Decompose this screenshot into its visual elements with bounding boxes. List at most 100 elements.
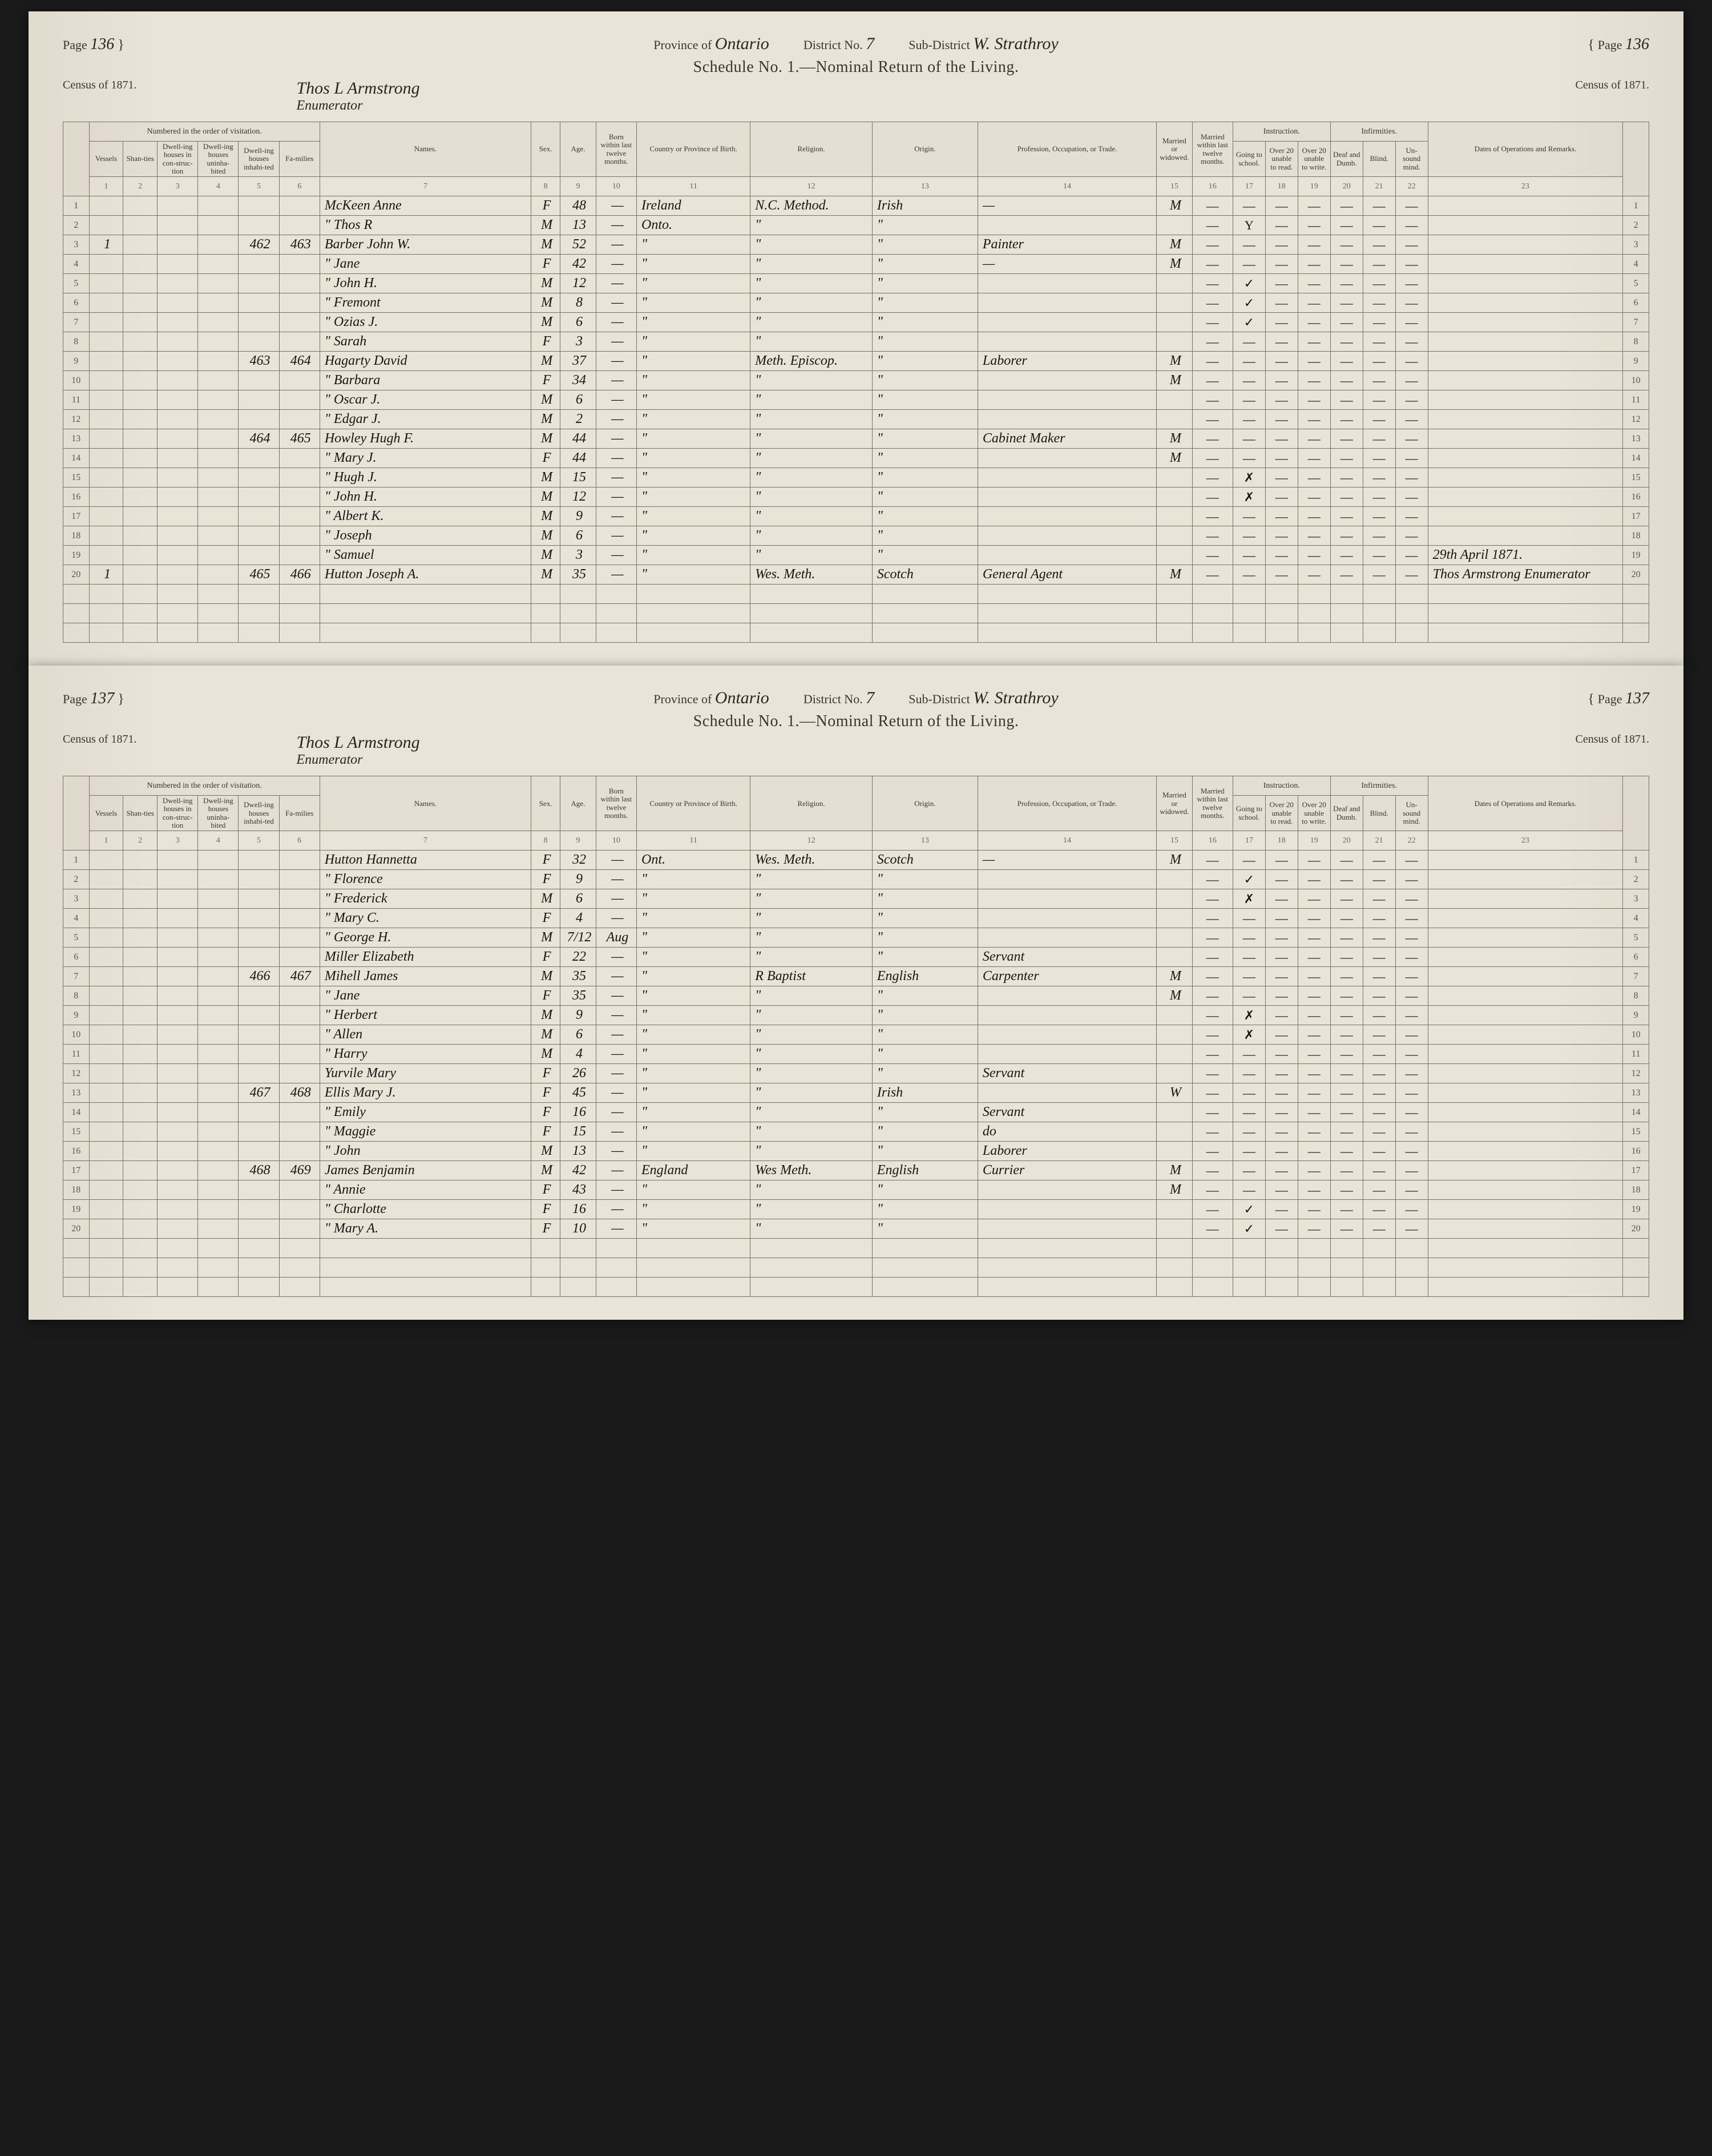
cell-vessel (89, 449, 123, 468)
cell-married12: — (1192, 889, 1233, 909)
cell-name: " Mary J. (320, 449, 531, 468)
cell-occupation (978, 1025, 1156, 1045)
cell-country: " (637, 235, 750, 255)
cell-dwell-constr (158, 468, 198, 487)
col-num: 17 (1233, 177, 1265, 196)
cell-dwell-uninhab (198, 870, 239, 889)
cell-deaf: — (1330, 851, 1363, 870)
cell-origin: " (872, 909, 978, 928)
cell-school: ✓ (1233, 274, 1265, 293)
cell-country: " (637, 352, 750, 371)
cell-deaf: — (1330, 410, 1363, 429)
cell-country: Ireland (637, 196, 750, 216)
row-num-left: 7 (63, 967, 90, 986)
col-num: 13 (872, 831, 978, 851)
census-page: Page 137 }Province of OntarioDistrict No… (29, 666, 1683, 1320)
cell-over20r: — (1265, 313, 1298, 332)
col-num: 13 (872, 177, 978, 196)
cell-origin: " (872, 507, 978, 526)
cell-over20w: — (1298, 487, 1330, 507)
cell-country: " (637, 1064, 750, 1083)
cell-over20r: — (1265, 410, 1298, 429)
cell-dwell-constr (158, 889, 198, 909)
cell-family: 464 (279, 352, 320, 371)
cell-unsound: — (1395, 928, 1428, 948)
col-remarks: Dates of Operations and Remarks. (1428, 122, 1623, 177)
cell-country: " (637, 429, 750, 449)
cell-family (279, 274, 320, 293)
cell-over20r: — (1265, 889, 1298, 909)
cell-age: 6 (560, 889, 596, 909)
cell-dwell-constr (158, 870, 198, 889)
cell-religion: " (750, 1064, 873, 1083)
cell-religion: Wes Meth. (750, 1161, 873, 1180)
cell-religion: " (750, 526, 873, 546)
col-num: 9 (560, 831, 596, 851)
col-married12: Married within last twelve months. (1192, 776, 1233, 831)
cell-school: — (1233, 255, 1265, 274)
cell-dwell-inhab (239, 1122, 279, 1142)
census-row-blank (63, 1239, 1649, 1258)
cell-remarks (1428, 1161, 1623, 1180)
cell-sex: F (531, 1083, 560, 1103)
cell-vessel (89, 216, 123, 235)
cell-over20r: — (1265, 1064, 1298, 1083)
cell-dwell-uninhab (198, 410, 239, 429)
census-row: 16" John H.M12—"""—✗—————16 (63, 487, 1649, 507)
col-deaf: Deaf and Dumb. (1330, 142, 1363, 177)
cell-vessel (89, 1025, 123, 1045)
cell-shanty (123, 928, 158, 948)
cell-dwell-constr (158, 1045, 198, 1064)
cell-born: — (596, 1045, 636, 1064)
cell-family (279, 255, 320, 274)
cell-deaf: — (1330, 235, 1363, 255)
cell-sex: M (531, 274, 560, 293)
cell-dwell-uninhab (198, 1200, 239, 1219)
cell-family (279, 1006, 320, 1025)
cell-over20w: — (1298, 967, 1330, 986)
cell-dwell-inhab (239, 216, 279, 235)
cell-dwell-inhab (239, 986, 279, 1006)
cell-religion: " (750, 1219, 873, 1239)
cell-unsound: — (1395, 274, 1428, 293)
cell-unsound: — (1395, 293, 1428, 313)
cell-over20w: — (1298, 449, 1330, 468)
row-num-right: 15 (1623, 468, 1649, 487)
cell-blind: — (1363, 1045, 1395, 1064)
cell-shanty (123, 1006, 158, 1025)
cell-unsound: — (1395, 948, 1428, 967)
census-row: 3" FrederickM6—"""—✗—————3 (63, 889, 1649, 909)
cell-dwell-uninhab (198, 1025, 239, 1045)
cell-over20r: — (1265, 449, 1298, 468)
col-country: Country or Province of Birth. (637, 122, 750, 177)
census-year-right: Census of 1871. (1576, 79, 1649, 114)
col-num: 3 (158, 831, 198, 851)
cell-age: 42 (560, 255, 596, 274)
cell-origin: " (872, 390, 978, 410)
cell-married (1157, 1142, 1193, 1161)
census-row: 20" Mary A.F10—"""—✓—————20 (63, 1219, 1649, 1239)
cell-dwell-uninhab (198, 1180, 239, 1200)
cell-dwell-inhab (239, 1025, 279, 1045)
census-year-left: Census of 1871. (63, 733, 136, 768)
cell-school: ✓ (1233, 1200, 1265, 1219)
cell-over20w: — (1298, 216, 1330, 235)
cell-dwell-uninhab (198, 487, 239, 507)
cell-religion: " (750, 546, 873, 565)
cell-shanty (123, 371, 158, 390)
cell-country: " (637, 948, 750, 967)
cell-married12: — (1192, 1064, 1233, 1083)
cell-married: M (1157, 196, 1193, 216)
cell-shanty (123, 313, 158, 332)
cell-religion: " (750, 986, 873, 1006)
cell-over20r: — (1265, 507, 1298, 526)
cell-religion: " (750, 371, 873, 390)
col-num: 2 (123, 177, 158, 196)
cell-married: M (1157, 1161, 1193, 1180)
cell-sex: M (531, 1045, 560, 1064)
cell-unsound: — (1395, 1006, 1428, 1025)
cell-unsound: — (1395, 1045, 1428, 1064)
census-row: 4" Mary C.F4—"""———————4 (63, 909, 1649, 928)
cell-country: " (637, 332, 750, 352)
cell-married (1157, 293, 1193, 313)
